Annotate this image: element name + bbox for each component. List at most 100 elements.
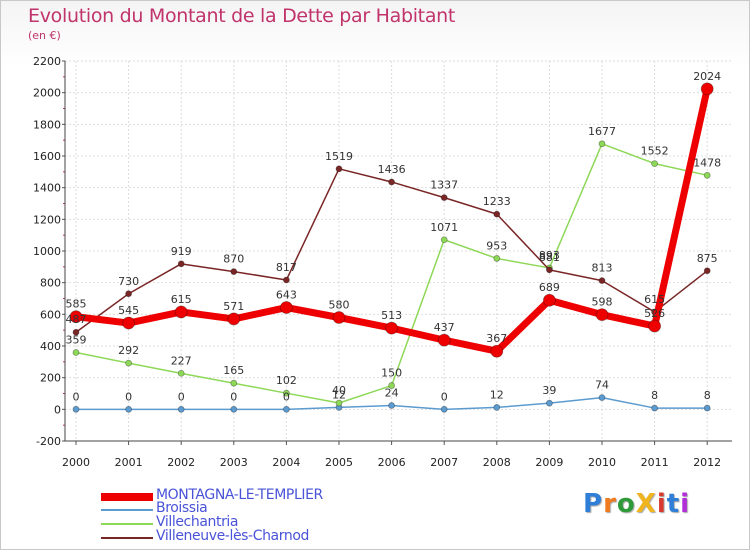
data-label: 150 [381, 367, 402, 380]
data-point [332, 311, 346, 324]
x-tick-label: 2008 [483, 456, 511, 469]
x-tick-label: 2006 [378, 456, 406, 469]
data-point [335, 165, 343, 173]
y-tick-label: 1000 [33, 245, 61, 258]
data-point [598, 140, 606, 148]
x-tick-label: 2011 [641, 456, 669, 469]
data-point [230, 268, 238, 275]
logo-letter: i [680, 489, 691, 519]
data-point [177, 369, 185, 377]
data-point [700, 82, 714, 96]
data-point [388, 402, 396, 409]
data-point [703, 267, 711, 275]
data-label: 513 [381, 309, 402, 322]
data-point [230, 405, 238, 413]
data-point [282, 389, 290, 397]
data-label: 165 [223, 364, 244, 377]
data-label: 526 [644, 307, 665, 320]
y-tick-label: 1200 [33, 213, 61, 226]
data-point [440, 194, 448, 202]
x-tick-label: 2005 [325, 456, 353, 469]
data-point [493, 255, 501, 262]
logo-letter: r [603, 489, 617, 519]
data-label: 1233 [483, 195, 511, 208]
data-label: 881 [539, 251, 560, 264]
x-tick-label: 2009 [535, 456, 563, 469]
y-tick-label: 800 [40, 277, 61, 290]
data-point [230, 379, 238, 387]
data-label: 585 [66, 298, 87, 311]
y-tick-label: 2200 [33, 55, 61, 68]
data-point [388, 382, 396, 389]
data-label: 875 [697, 252, 718, 265]
y-tick-label: 1800 [33, 118, 61, 131]
x-tick-label: 2003 [220, 456, 248, 469]
data-label: 0 [73, 390, 80, 403]
data-point [703, 171, 711, 179]
legend-swatch [101, 509, 153, 511]
data-point [72, 349, 80, 356]
legend-swatch [101, 523, 153, 525]
data-label: 919 [171, 245, 192, 258]
axes: -200020040060080010001200140016001800200… [33, 55, 732, 469]
y-tick-label: 200 [40, 372, 61, 385]
data-label: 580 [329, 299, 350, 312]
data-point [598, 394, 606, 402]
data-point [177, 405, 185, 413]
data-label: 689 [539, 281, 560, 294]
data-label: 1436 [378, 163, 406, 176]
data-label: 1337 [430, 179, 458, 192]
data-label: 39 [542, 384, 556, 397]
y-tick-label: 2000 [33, 87, 61, 100]
data-point [595, 308, 609, 322]
y-tick-label: -200 [36, 435, 61, 448]
data-label: 12 [490, 388, 504, 401]
data-point [125, 290, 132, 298]
data-point [546, 399, 553, 407]
data-label: 870 [223, 253, 244, 266]
data-point [227, 312, 241, 326]
data-point [335, 399, 343, 407]
data-label: 8 [704, 389, 711, 402]
legend-swatch [101, 493, 153, 501]
x-tick-label: 2007 [430, 456, 458, 469]
x-tick-label: 2001 [115, 456, 143, 469]
data-label: 571 [223, 300, 244, 313]
logo-letter: o [616, 489, 636, 519]
data-label: 12 [332, 388, 346, 401]
logo-letter: t [666, 489, 681, 519]
data-label: 0 [125, 390, 132, 403]
data-label: 730 [118, 275, 139, 288]
data-point [388, 178, 396, 186]
data-label: 817 [276, 261, 297, 274]
data-label: 813 [592, 262, 613, 275]
data-point [651, 160, 658, 168]
data-point [598, 277, 606, 285]
y-tick-label: 1400 [33, 182, 61, 195]
data-label: 359 [66, 333, 87, 346]
data-point [177, 260, 185, 268]
data-label: 893 [539, 249, 560, 262]
logo-letter: i [656, 489, 667, 519]
data-label: 1478 [693, 156, 721, 169]
y-tick-label: 0 [54, 403, 61, 416]
data-label: 0 [230, 390, 237, 403]
data-label: 8 [651, 389, 658, 402]
data-labels: 585 545 615 571 643 580 513 437 367 689 598 526 2024… [66, 70, 722, 403]
y-tick-label: 1600 [33, 150, 61, 163]
logo-letter: X [635, 489, 657, 519]
data-point [72, 405, 80, 413]
data-label: 1552 [641, 145, 669, 158]
data-point [437, 333, 451, 347]
data-point [543, 293, 556, 307]
legend-label: MONTAGNA-LE-TEMPLIER [156, 487, 323, 503]
data-point [703, 404, 711, 412]
data-label: 1071 [430, 221, 458, 234]
data-label: 953 [486, 239, 507, 252]
grid [65, 60, 732, 442]
x-tick-label: 2000 [62, 456, 90, 469]
data-label: 598 [592, 296, 613, 309]
data-label: 545 [118, 304, 139, 317]
data-point [385, 321, 399, 335]
data-point [493, 210, 501, 218]
